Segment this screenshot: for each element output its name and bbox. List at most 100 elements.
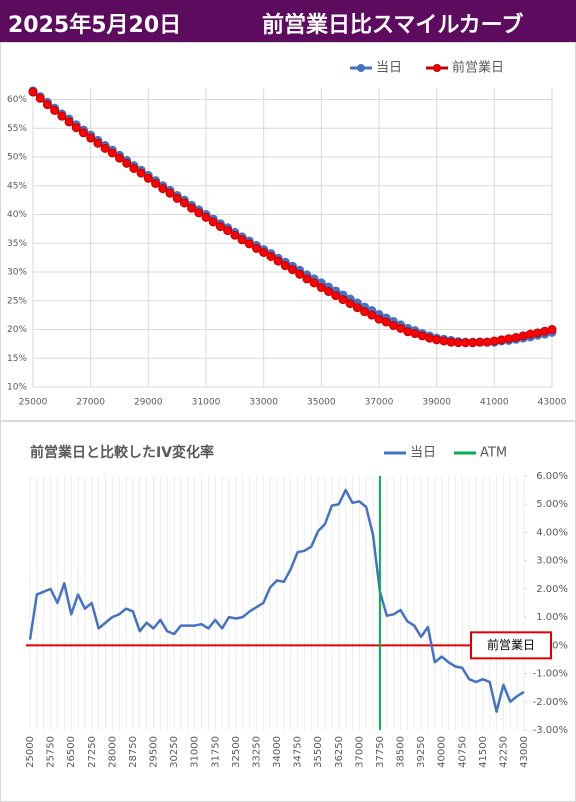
x-tick-label: 37750: [375, 736, 386, 768]
x-tick-label: 31000: [190, 736, 201, 768]
point: [28, 87, 38, 97]
point: [331, 291, 341, 301]
x-tick-label: 43000: [519, 736, 530, 768]
x-tick-label: 29000: [134, 398, 163, 408]
point: [309, 278, 319, 288]
x-tick-label: 34750: [293, 736, 304, 768]
point: [179, 198, 189, 208]
point: [223, 226, 233, 236]
point: [194, 208, 204, 218]
point: [71, 123, 81, 133]
y-tick-label: 5.00%: [536, 499, 568, 510]
point: [547, 325, 557, 334]
point: [511, 333, 521, 343]
point: [360, 307, 370, 317]
point: [115, 153, 124, 163]
y-tick-label: 15%: [7, 354, 27, 364]
point: [295, 269, 305, 279]
date: 2025年5月20日: [8, 13, 182, 38]
point: [381, 317, 391, 327]
page-title: 前営業日比スマイルカーブ: [262, 13, 524, 38]
point: [396, 323, 406, 333]
point: [143, 173, 153, 183]
point: [403, 327, 413, 337]
point: [302, 274, 312, 284]
y-tick-label: 50%: [7, 153, 27, 163]
x-tick-label: 25000: [25, 736, 36, 768]
point: [136, 168, 146, 178]
point: [504, 334, 514, 344]
point: [230, 230, 240, 240]
x-tick-label: 42250: [498, 736, 509, 768]
x-tick-label: 35500: [313, 736, 324, 768]
point: [525, 329, 535, 339]
y-tick-label: 25%: [7, 296, 27, 306]
point: [424, 333, 434, 343]
legend-marker: [357, 64, 365, 72]
x-tick-label: 39000: [422, 398, 451, 408]
point: [345, 299, 355, 309]
reference-label: 前営業日: [487, 637, 535, 652]
point: [86, 133, 96, 143]
y-tick-label: 1.00%: [536, 612, 568, 623]
point: [244, 239, 254, 249]
point: [50, 105, 60, 115]
legend-label: 当日: [410, 446, 436, 461]
y-tick-label: 0%: [552, 640, 568, 651]
x-tick-label: 40000: [437, 736, 448, 768]
point: [367, 310, 377, 320]
point: [540, 326, 550, 336]
point: [518, 331, 528, 341]
point: [338, 295, 348, 305]
x-tick-label: 37000: [354, 736, 365, 768]
x-tick-label: 29500: [149, 736, 160, 768]
x-tick-label: 35000: [307, 398, 336, 408]
point: [165, 188, 175, 198]
x-tick-label: 41000: [480, 398, 509, 408]
x-tick-label: 33000: [249, 398, 278, 408]
point: [42, 100, 52, 110]
point: [158, 184, 168, 194]
point: [151, 178, 161, 188]
point: [201, 212, 211, 222]
point: [352, 303, 362, 313]
y-tick-label: 60%: [7, 95, 27, 105]
x-tick-label: 25750: [46, 736, 57, 768]
x-tick-label: 38500: [396, 736, 407, 768]
point: [482, 337, 492, 347]
point: [78, 128, 88, 138]
point: [57, 111, 67, 121]
y-tick-label: 2.00%: [536, 584, 568, 595]
point: [107, 148, 117, 158]
point: [187, 203, 197, 213]
y-tick-label: 35%: [7, 239, 27, 249]
y-tick-label: 4.00%: [536, 527, 568, 538]
x-tick-label: 43000: [538, 398, 567, 408]
point: [489, 336, 499, 346]
y-tick-label: 40%: [7, 210, 27, 220]
point: [251, 243, 261, 253]
point: [208, 217, 218, 227]
x-tick-label: 30250: [169, 736, 180, 768]
point: [497, 335, 507, 345]
y-tick-label: -2.00%: [533, 697, 568, 708]
y-tick-label: -3.00%: [533, 725, 568, 736]
x-tick-label: 26500: [66, 736, 77, 768]
x-tick-label: 34000: [272, 736, 283, 768]
point: [288, 265, 297, 275]
x-tick-label: 28750: [128, 736, 139, 768]
x-tick-label: 32500: [231, 736, 242, 768]
y-tick-label: 3.00%: [536, 556, 568, 567]
x-tick-label: 27000: [76, 398, 105, 408]
x-tick-label: 31000: [192, 398, 221, 408]
y-tick-label: 55%: [7, 124, 27, 134]
chart-title: 前営業日と比較したIV変化率: [30, 444, 214, 461]
x-tick-label: 28000: [107, 736, 118, 768]
point: [122, 158, 132, 168]
legend-label: 前営業日: [452, 60, 504, 76]
header: 2025年5月20日 前営業日比スマイルカーブ: [0, 0, 576, 42]
y-tick-label: 6.00%: [536, 471, 568, 482]
point: [259, 247, 269, 257]
